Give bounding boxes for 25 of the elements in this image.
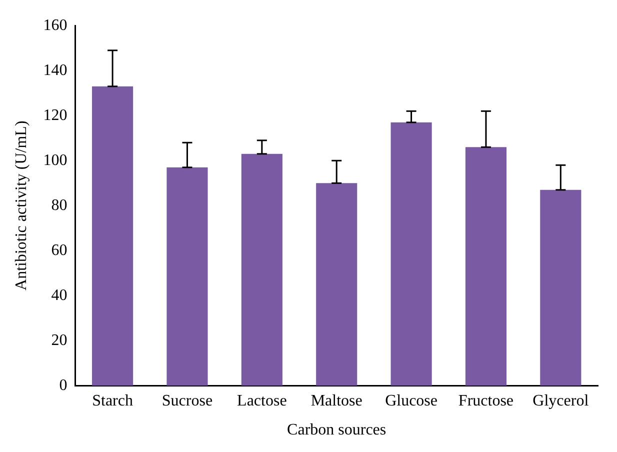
- x-axis-title: Carbon sources: [287, 422, 386, 439]
- x-tick-label: Fructose: [458, 392, 514, 410]
- bar: [92, 86, 134, 386]
- y-tick-label: 160: [43, 16, 68, 34]
- y-tick-label: 120: [43, 106, 68, 124]
- bar: [241, 154, 282, 386]
- y-tick-label: 100: [43, 152, 68, 169]
- x-tick-label: Maltose: [310, 392, 362, 410]
- bar: [166, 167, 208, 386]
- y-tick-label: 80: [51, 196, 68, 214]
- bar: [540, 190, 582, 386]
- x-tick-label: Sucrose: [162, 392, 213, 410]
- bar: [316, 183, 358, 386]
- x-tick-label: Glycerol: [532, 392, 590, 410]
- bar: [390, 122, 432, 386]
- x-tick-label: Lactose: [237, 392, 287, 410]
- x-tick-label: Starch: [92, 392, 133, 410]
- x-tick-label: Glucose: [385, 392, 438, 410]
- y-tick-label: 20: [51, 332, 68, 349]
- bar: [465, 147, 507, 386]
- y-tick-label: 60: [51, 242, 68, 259]
- y-tick-label: 40: [51, 286, 68, 304]
- y-tick-label: 0: [59, 376, 68, 394]
- y-tick-label: 140: [43, 62, 68, 79]
- y-axis-title: Antibiotic activity (U/mL): [12, 120, 30, 290]
